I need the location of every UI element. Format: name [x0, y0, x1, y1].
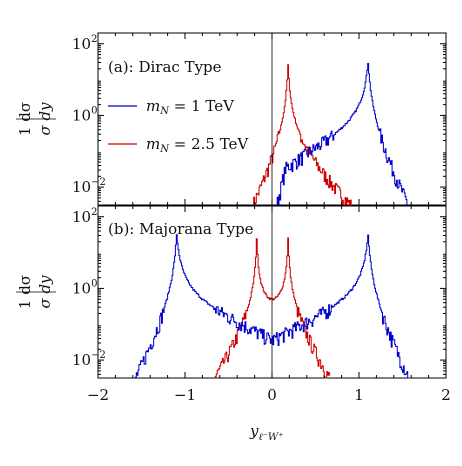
- x-tick-label-1: −1: [174, 386, 196, 404]
- legend-label-1tev: mN = 1 TeV: [146, 97, 235, 117]
- bottom-panel-traces: [134, 234, 410, 379]
- x-tick-label-2: 0: [267, 386, 277, 404]
- top-panel-label: (a): Dirac Type: [108, 58, 222, 76]
- y-tick-exponent-1: 0: [91, 105, 97, 116]
- majorana-red-trace: [214, 237, 331, 379]
- bottom-panel: 10−2 100 102 (b): Majorana Type: [72, 205, 447, 379]
- y-tick-exponent-1: 0: [91, 278, 97, 289]
- y-tick-exponent-2: 2: [91, 207, 97, 218]
- y-tick-exponent-2: 2: [91, 34, 97, 45]
- y-tick-exponent-0: −2: [91, 350, 106, 361]
- x-tick-label-0: −2: [87, 386, 109, 404]
- y-tick-label-0: 10−2: [72, 350, 106, 369]
- top-panel: 10−2 100 102 (a): Dirac Type mN = 1 TeV mN…: [72, 32, 447, 206]
- y-tick-label-1: 100: [72, 278, 97, 297]
- y-axis-label-bottom: 1 dσ σ dy: [16, 275, 56, 309]
- y-tick-label-1: 100: [72, 105, 97, 124]
- legend-label-2p5tev: mN = 2.5 TeV: [146, 135, 249, 155]
- dirac-blue-trace: [276, 62, 409, 206]
- y-axis-label-top: 1 dσ σ dy: [16, 102, 56, 136]
- x-tick-label-3: 1: [354, 386, 364, 404]
- x-axis-label: yℓ⁻W⁺: [249, 422, 283, 443]
- x-tick-labels: −2 −1 0 1 2: [87, 386, 451, 404]
- top-panel-traces: [252, 62, 409, 206]
- dirac-red-trace: [252, 64, 352, 206]
- legend: mN = 1 TeV mN = 2.5 TeV: [108, 97, 249, 155]
- top-panel-ticks: 10−2 100 102: [72, 33, 447, 205]
- svg-text:σ dy: σ dy: [36, 102, 54, 136]
- y-tick-label-2: 102: [72, 34, 97, 53]
- majorana-blue-trace: [134, 234, 410, 379]
- svg-text:σ dy: σ dy: [36, 275, 54, 309]
- x-tick-label-4: 2: [441, 386, 451, 404]
- y-tick-exponent-0: −2: [91, 177, 106, 188]
- y-tick-label-0: 10−2: [72, 177, 106, 196]
- bottom-panel-label: (b): Majorana Type: [108, 220, 254, 238]
- y-tick-label-2: 102: [72, 207, 97, 226]
